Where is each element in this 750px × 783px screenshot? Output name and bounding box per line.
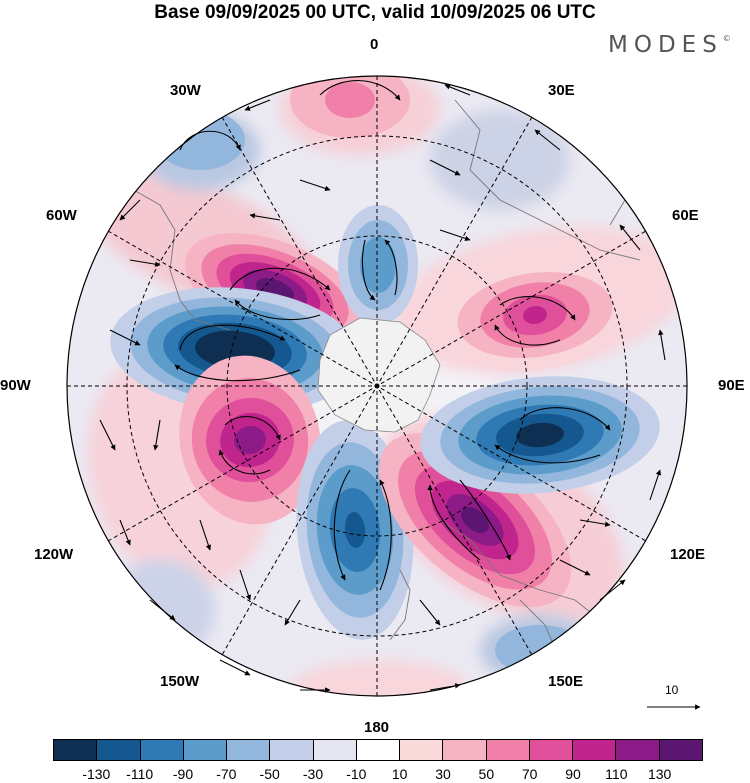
- colorbar-tick-label: 10: [391, 766, 408, 782]
- colorbar: [53, 739, 703, 761]
- colorbar-box: [400, 740, 444, 760]
- lon-label-90w: 90W: [0, 377, 31, 394]
- colorbar-tick-label: -110: [126, 766, 154, 782]
- colorbar-box: [97, 740, 141, 760]
- colorbar-box: [486, 740, 530, 760]
- lon-label-180: 180: [364, 719, 390, 736]
- colorbar-tick-label: -10: [346, 766, 367, 782]
- lon-label-150e: 150E: [548, 673, 584, 690]
- south-pole-dot: [374, 383, 380, 389]
- reference-vector-value: 10: [665, 683, 679, 697]
- colorbar-tick-label: 50: [478, 766, 495, 782]
- colorbar-tick-label: -70: [216, 766, 237, 782]
- modes-logo: MODES©: [608, 32, 731, 58]
- colorbar-tick-label: -130: [82, 766, 111, 782]
- colorbar-box: [616, 740, 660, 760]
- colorbar-tick-label: 30: [435, 766, 451, 782]
- lon-label-150w: 150W: [160, 673, 200, 690]
- colorbar-box: [270, 740, 314, 760]
- colorbar-tick-label: -90: [172, 766, 194, 782]
- antarctica: [317, 317, 441, 433]
- colorbar-tick-label: 70: [521, 766, 538, 782]
- colorbar-tick-label: 130: [647, 766, 672, 782]
- map-border: [66, 75, 688, 697]
- logo-mark: ©: [722, 34, 731, 43]
- lon-label-120w: 120W: [34, 546, 74, 563]
- colorbar-box: [227, 740, 271, 760]
- lon-label-60w: 60W: [46, 207, 77, 224]
- colorbar-box: [140, 740, 184, 760]
- colorbar-box: [529, 740, 574, 760]
- lon-label-30e: 30E: [548, 82, 575, 99]
- colorbar-tick-label: -30: [302, 766, 324, 782]
- colorbar-box: [356, 740, 401, 760]
- colorbar-box: [443, 740, 487, 760]
- colorbar-box: [659, 740, 702, 760]
- wind-vectors: [99, 80, 666, 693]
- coastlines: [124, 99, 641, 690]
- lon-label-120e: 120E: [670, 546, 706, 563]
- colorbar-tick-label: -50: [259, 766, 280, 782]
- lon-label-60e: 60E: [672, 207, 699, 224]
- map-title: Base 09/09/2025 00 UTC, valid 10/09/2025…: [154, 2, 596, 23]
- colorbar-box: [313, 740, 357, 760]
- lon-label-30w: 30W: [170, 82, 201, 99]
- colorbar-box: [183, 740, 228, 760]
- colorbar-tick-label: 90: [565, 766, 581, 782]
- colorbar-box: [573, 740, 617, 760]
- colorbar-box: [54, 740, 98, 760]
- colorbar-tick-label: 110: [605, 766, 628, 782]
- lon-label-0: 0: [370, 36, 379, 53]
- lon-label-90e: 90E: [718, 377, 745, 394]
- logo-text: MODES: [608, 32, 723, 58]
